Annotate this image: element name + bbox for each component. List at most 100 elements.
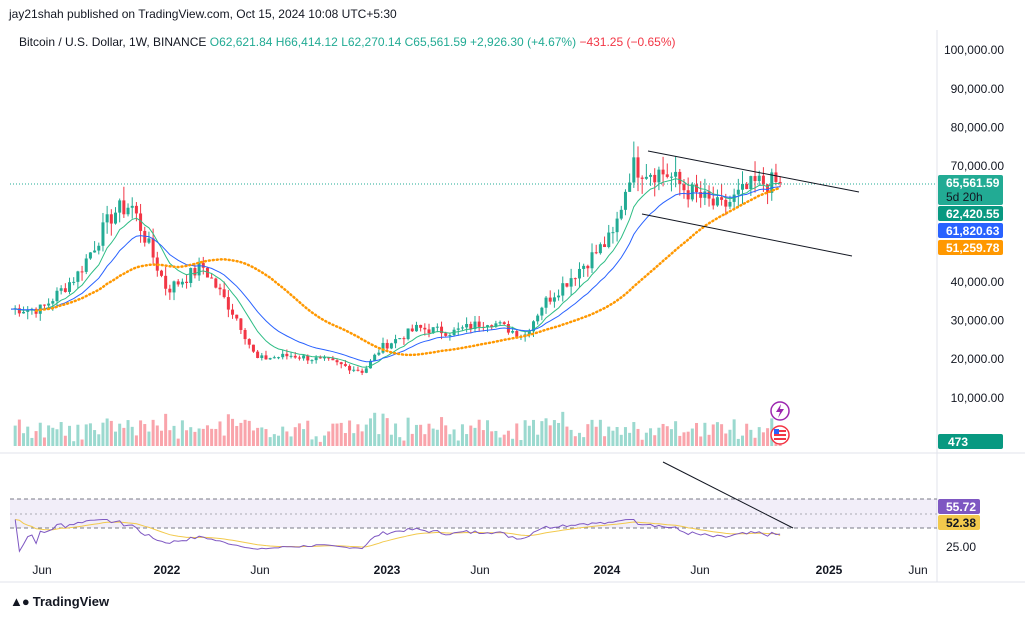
price-badge-label: 51,259.78 — [946, 241, 1000, 255]
volume-bar — [431, 428, 435, 446]
rsi-trendline[interactable] — [662, 461, 794, 529]
volume-bar — [352, 433, 356, 446]
volume-bar — [427, 423, 431, 446]
volume-bar — [214, 428, 218, 446]
time-axis-label: Jun — [250, 563, 269, 577]
volume-bar — [155, 425, 159, 446]
volume-bar — [210, 428, 214, 446]
candle-body — [444, 333, 448, 336]
candle-body — [109, 214, 113, 224]
volume-bar — [398, 437, 402, 446]
candle-body — [511, 331, 515, 333]
volume-bar — [151, 419, 155, 446]
volume-bar — [577, 432, 581, 446]
volume-bar — [573, 436, 577, 446]
channel-upper-trendline[interactable] — [647, 150, 860, 193]
volume-bar — [561, 411, 565, 446]
rsi-line — [14, 519, 781, 553]
candle-body — [711, 198, 715, 206]
volume-bar — [164, 413, 168, 446]
price-axis-ticks[interactable]: 100,000.00 90,000.00 80,000.00 70,000.00 40,… — [944, 43, 1004, 405]
candle-body — [193, 268, 197, 276]
channel-lower-trendline[interactable] — [641, 213, 853, 257]
symbol-name[interactable]: Bitcoin / U.S. Dollar, 1W, BINANCE — [19, 35, 207, 49]
volume-bar — [565, 426, 569, 446]
publisher-line: jay21shah published on TradingView.com, … — [9, 7, 397, 21]
time-axis-label: Jun — [908, 563, 927, 577]
rsi-axis-badges: 55.72 52.38 — [938, 499, 980, 530]
price-badge — [938, 434, 1003, 449]
candle-body — [577, 268, 581, 279]
candle-body — [440, 326, 444, 334]
candle-body — [235, 314, 239, 319]
volume-bar — [59, 422, 63, 446]
lightning-icon[interactable] — [770, 401, 790, 421]
candle-body — [661, 169, 665, 175]
candle-body — [47, 303, 51, 306]
time-axis-labels[interactable]: Jun 2022 Jun 2023 Jun 2024 Jun 2025 Jun — [32, 563, 927, 577]
candle-body — [197, 263, 201, 276]
tradingview-logo[interactable]: ▲● TradingView — [10, 594, 109, 609]
candle-body — [373, 354, 377, 361]
volume-bar — [586, 424, 590, 446]
volume-bar — [260, 427, 264, 446]
volume-bar — [343, 433, 347, 446]
candle-body — [749, 176, 753, 190]
candle-body — [766, 184, 770, 193]
us-flag-icon[interactable] — [770, 425, 790, 445]
candle-body — [540, 307, 544, 316]
candle-body — [201, 263, 205, 268]
candle-body — [494, 323, 498, 327]
candle-body — [164, 275, 168, 289]
tv-logo-text: TradingView — [32, 594, 110, 609]
candle-body — [502, 322, 506, 325]
volume-bar — [389, 434, 393, 446]
volume-bar — [281, 426, 285, 446]
price-badge — [938, 206, 1003, 221]
volume-bar — [147, 431, 151, 446]
candle-body — [306, 355, 310, 361]
candle-body — [264, 355, 268, 360]
candle-body — [185, 281, 189, 283]
volume-bar — [243, 419, 247, 446]
volume-bar — [247, 420, 251, 446]
volume-bar — [736, 438, 740, 446]
price-badge-label: 61,820.63 — [946, 224, 1000, 238]
volume-bar — [711, 424, 715, 446]
candle-body — [377, 352, 381, 355]
volume-bar — [615, 427, 619, 446]
candle-body — [544, 297, 548, 308]
candle-body — [277, 357, 281, 359]
price-tick-label: 30,000.00 — [951, 314, 1005, 328]
volume-bar — [235, 425, 239, 446]
volume-bar — [465, 434, 469, 446]
candle-body — [335, 360, 339, 363]
volume-bar — [251, 430, 255, 446]
volume-bar — [498, 437, 502, 446]
rsi-tick-label: 25.00 — [946, 540, 976, 554]
price-badge-countdown: 5d 20h — [946, 190, 983, 204]
volume-bar — [456, 440, 460, 446]
volume-bar — [272, 434, 276, 446]
volume-bar — [669, 429, 673, 446]
volume-bar — [557, 422, 561, 446]
candle-body — [632, 157, 636, 183]
volume-bar — [494, 430, 498, 446]
candle-body — [465, 323, 469, 328]
candle-body — [356, 369, 360, 371]
volume-bar — [611, 430, 615, 446]
volume-bar — [665, 426, 669, 446]
volume-bar — [690, 428, 694, 446]
candle-body — [389, 343, 393, 349]
volume-bar — [126, 420, 130, 446]
volume-bar — [218, 421, 222, 446]
volume-bar — [519, 440, 523, 446]
candle-body — [364, 368, 368, 373]
volume-bar — [527, 425, 531, 446]
volume-bar — [17, 419, 21, 446]
rsi-band — [10, 499, 937, 528]
candle-body — [682, 184, 686, 191]
candle-body — [657, 169, 661, 183]
